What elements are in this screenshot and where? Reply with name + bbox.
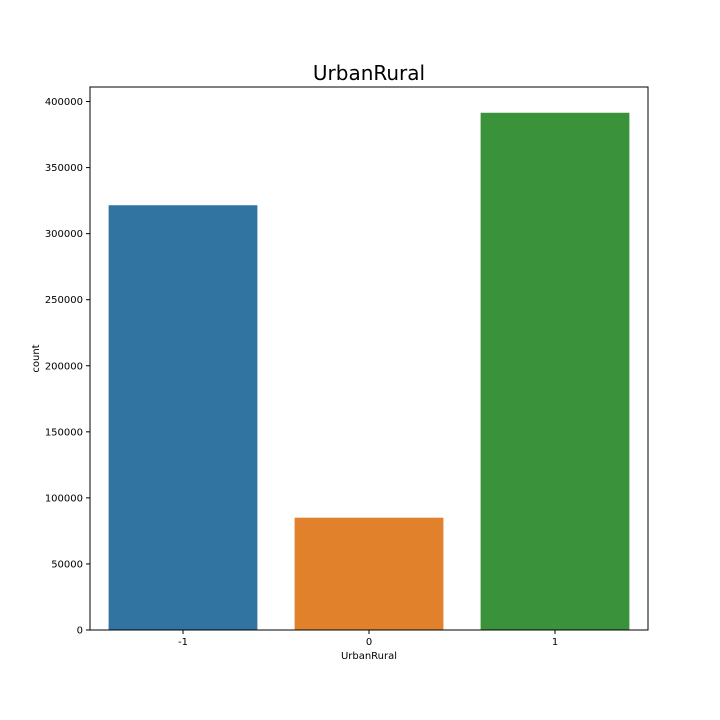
- y-tick-label: 250000: [45, 295, 83, 306]
- y-tick-label: 350000: [45, 163, 83, 174]
- x-tick-label: -1: [178, 637, 188, 648]
- y-tick-label: 400000: [45, 97, 83, 108]
- x-axis-label: UrbanRural: [341, 651, 397, 662]
- x-tick-label: 0: [366, 637, 372, 648]
- y-tick-label: 150000: [45, 427, 83, 438]
- y-tick-label: 50000: [51, 559, 83, 570]
- x-tick-label: 1: [552, 637, 558, 648]
- bars-layer: [108, 112, 630, 631]
- plot-frame: [89, 86, 649, 631]
- bar-0: [294, 517, 444, 630]
- bar-1: [480, 112, 630, 631]
- x-axis-ticks: -1 0 1: [178, 630, 558, 648]
- y-axis-label: count: [31, 344, 42, 372]
- y-tick-label: 200000: [45, 361, 83, 372]
- bar--1: [108, 205, 258, 631]
- chart-title: UrbanRural: [313, 61, 425, 85]
- y-tick-label: 0: [77, 626, 83, 637]
- y-tick-label: 100000: [45, 493, 83, 504]
- y-tick-label: 300000: [45, 229, 83, 240]
- y-axis-ticks: 0 50000 100000 150000 200000 250000 300000 3500…: [45, 97, 90, 637]
